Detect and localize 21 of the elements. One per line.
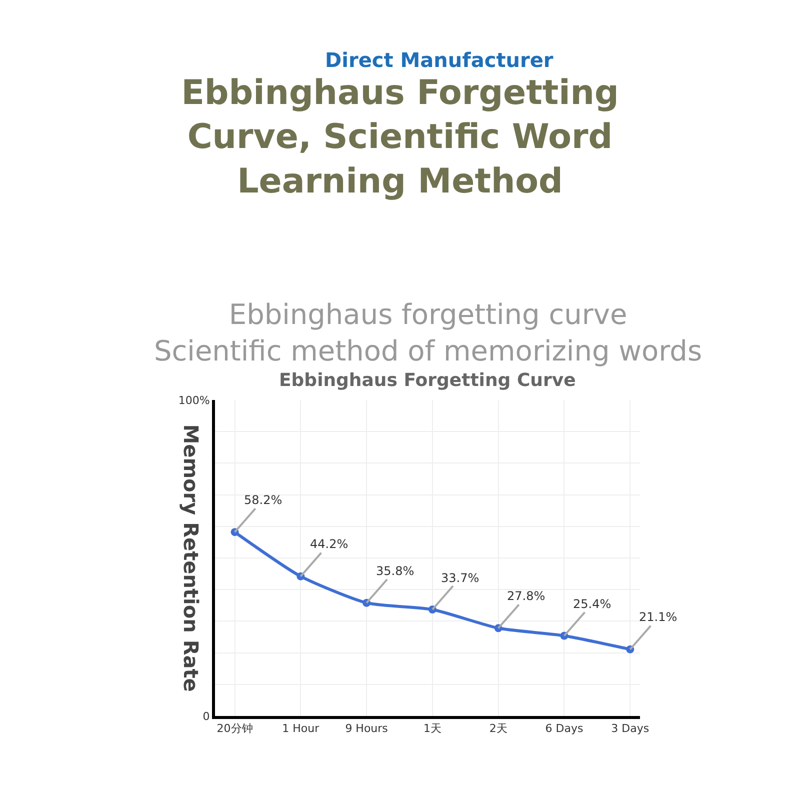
x-tick-label: 20分钟 — [216, 722, 253, 736]
y-tick-label: 0 — [202, 710, 210, 723]
data-label: 58.2% — [244, 493, 282, 507]
x-tick-label: 6 Days — [545, 722, 584, 736]
data-label: 44.2% — [310, 537, 348, 551]
data-label: 27.8% — [507, 589, 546, 603]
x-tick-label: 3 Days — [611, 722, 650, 736]
text: Ebbinghaus Forgetting Curve — [279, 370, 576, 391]
data-label: 35.8% — [376, 564, 414, 578]
y-tick-label: 100% — [178, 394, 210, 407]
x-tick-label: 9 Hours — [345, 722, 388, 736]
data-label: 21.1% — [639, 610, 678, 624]
y-axis-title: Memory Retention Rate — [178, 424, 203, 692]
chart-title: Ebbinghaus Forgetting Curve, Scientific Word Learning Method — [181, 73, 619, 202]
data-label: 25.4% — [573, 597, 612, 611]
chart-subtitle: Ebbinghaus forgetting curve Scientific method of memorizing words — [154, 298, 702, 368]
x-tick-label: 1天 — [423, 722, 442, 736]
x-tick-label: 1 Hour — [282, 722, 320, 736]
data-label: 33.7% — [441, 571, 480, 585]
x-tick-label: 2天 — [489, 722, 508, 736]
text: Direct Manufacturer — [325, 48, 554, 72]
